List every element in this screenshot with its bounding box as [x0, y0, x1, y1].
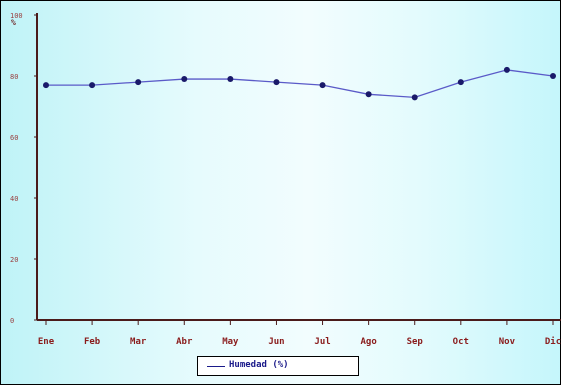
- x-tick-label: Dic: [545, 336, 561, 347]
- data-point: [411, 94, 418, 101]
- y-tick-label: 60: [10, 134, 18, 142]
- x-tick-label: Oct: [453, 337, 469, 347]
- x-tick-label: Jun: [268, 337, 284, 347]
- data-point: [181, 76, 188, 83]
- x-tick-label: Ago: [361, 337, 377, 347]
- y-tick-label: 40: [10, 195, 18, 203]
- x-tick-label: Nov: [499, 337, 516, 347]
- y-unit-label: %: [11, 18, 16, 27]
- x-tick-label: Abr: [176, 337, 193, 347]
- data-point: [365, 91, 372, 98]
- data-point: [457, 79, 464, 86]
- legend-label: Humedad (%): [229, 360, 289, 370]
- data-point: [89, 82, 96, 89]
- y-tick-label: 80: [10, 73, 18, 81]
- y-ticks: 0 20 40 60 80 100%: [10, 12, 37, 325]
- data-point: [135, 79, 142, 86]
- y-tick-label: 0: [10, 317, 14, 325]
- data-point: [43, 82, 49, 89]
- series-group: [43, 66, 556, 101]
- data-point: [273, 79, 280, 86]
- x-tick-label: Ene: [38, 337, 55, 347]
- legend-line-swatch: [207, 366, 225, 367]
- x-tick-label: Feb: [84, 337, 101, 347]
- legend: Humedad (%): [197, 356, 359, 376]
- x-tick-label: Sep: [407, 337, 424, 347]
- data-point: [503, 66, 510, 73]
- x-tick-label: Mar: [130, 337, 147, 347]
- data-point: [227, 76, 234, 83]
- series-line: [46, 69, 554, 99]
- y-tick-label: 100: [10, 12, 23, 20]
- data-point: [319, 82, 326, 89]
- y-tick-label: 20: [10, 256, 18, 264]
- x-tick-label: May: [222, 337, 239, 347]
- data-point: [550, 73, 556, 79]
- x-ticks: Ene Feb Mar Abr May Jun Jul Ago Sep Oct Nov Dic: [38, 320, 561, 347]
- x-tick-label: Jul: [314, 337, 330, 347]
- axes: [36, 13, 561, 321]
